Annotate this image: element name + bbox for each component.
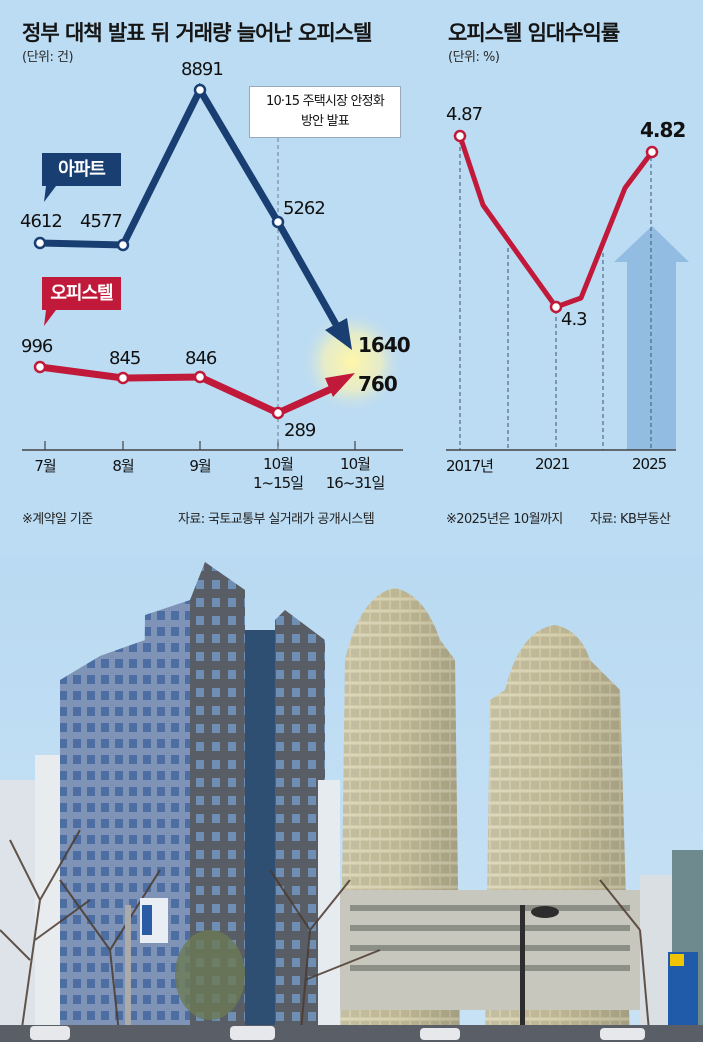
x-label-jul: 7월: [34, 457, 56, 475]
policy-annotation-box: 10·15 주택시장 안정화 방안 발표: [249, 86, 401, 138]
off-label-oct2: 760: [358, 372, 398, 396]
officetel-arrowhead: [325, 373, 355, 397]
legend-officetel: 오피스텔: [50, 283, 113, 304]
legend-apartment: 아파트: [58, 159, 106, 180]
yield-line: [457, 135, 654, 310]
right-footnote: ※2025년은 10월까지: [446, 512, 563, 527]
x-label-oct2: 10월 16~31일: [325, 455, 386, 492]
right-x-label-2025: 2025: [632, 455, 667, 473]
x-label-aug: 8월: [112, 457, 134, 475]
right-x-label-2017: 2017년: [446, 457, 494, 475]
left-chart: [22, 82, 404, 451]
x-ticks: [44, 441, 356, 450]
apartment-arrowhead: [325, 318, 352, 350]
officetel-callout: [42, 277, 121, 326]
yield-label-2021: 4.3: [561, 309, 588, 330]
infographic-panel: 정부 대책 발표 뒤 거래량 늘어난 오피스텔 (단위: 건): [20, 21, 689, 527]
yield-label-2017: 4.87: [446, 104, 483, 125]
apt-label-oct2: 1640: [358, 333, 411, 357]
year-grid-lines: [459, 140, 652, 450]
right-chart-title: 오피스텔 임대수익률: [448, 21, 620, 45]
x-label-sep: 9월: [189, 457, 211, 475]
left-chart-title: 정부 대책 발표 뒤 거래량 늘어난 오피스텔: [22, 21, 372, 45]
annotation-line-2: 방안 발표: [301, 114, 350, 129]
apt-label-oct1: 5262: [283, 198, 326, 219]
off-label-sep: 846: [185, 348, 217, 369]
left-chart-unit: (단위: 건): [22, 50, 74, 65]
right-source: 자료: KB부동산: [590, 512, 671, 527]
left-source: 자료: 국토교통부 실거래가 공개시스템: [178, 512, 375, 527]
annotation-line-1: 10·15 주택시장 안정화: [265, 94, 385, 109]
building-illustration: [0, 557, 703, 1042]
apt-label-aug: 4577: [80, 211, 123, 232]
building-photo: [0, 557, 703, 1042]
x-label-oct1: 10월 1~15일: [253, 455, 304, 492]
apartment-callout: [42, 153, 121, 202]
officetel-line: [39, 363, 342, 417]
apt-label-jul: 4612: [20, 211, 63, 232]
up-arrow-icon: [614, 226, 689, 450]
right-chart-unit: (단위: %): [448, 50, 500, 65]
left-footnote: ※계약일 기준: [22, 512, 93, 527]
right-x-label-2021: 2021: [535, 455, 570, 473]
off-label-oct1: 289: [284, 420, 316, 441]
off-label-jul: 996: [21, 336, 53, 357]
yield-label-2025: 4.82: [640, 118, 686, 142]
apt-label-sep: 8891: [181, 59, 224, 80]
right-chart: [446, 129, 689, 451]
off-label-aug: 845: [109, 348, 141, 369]
